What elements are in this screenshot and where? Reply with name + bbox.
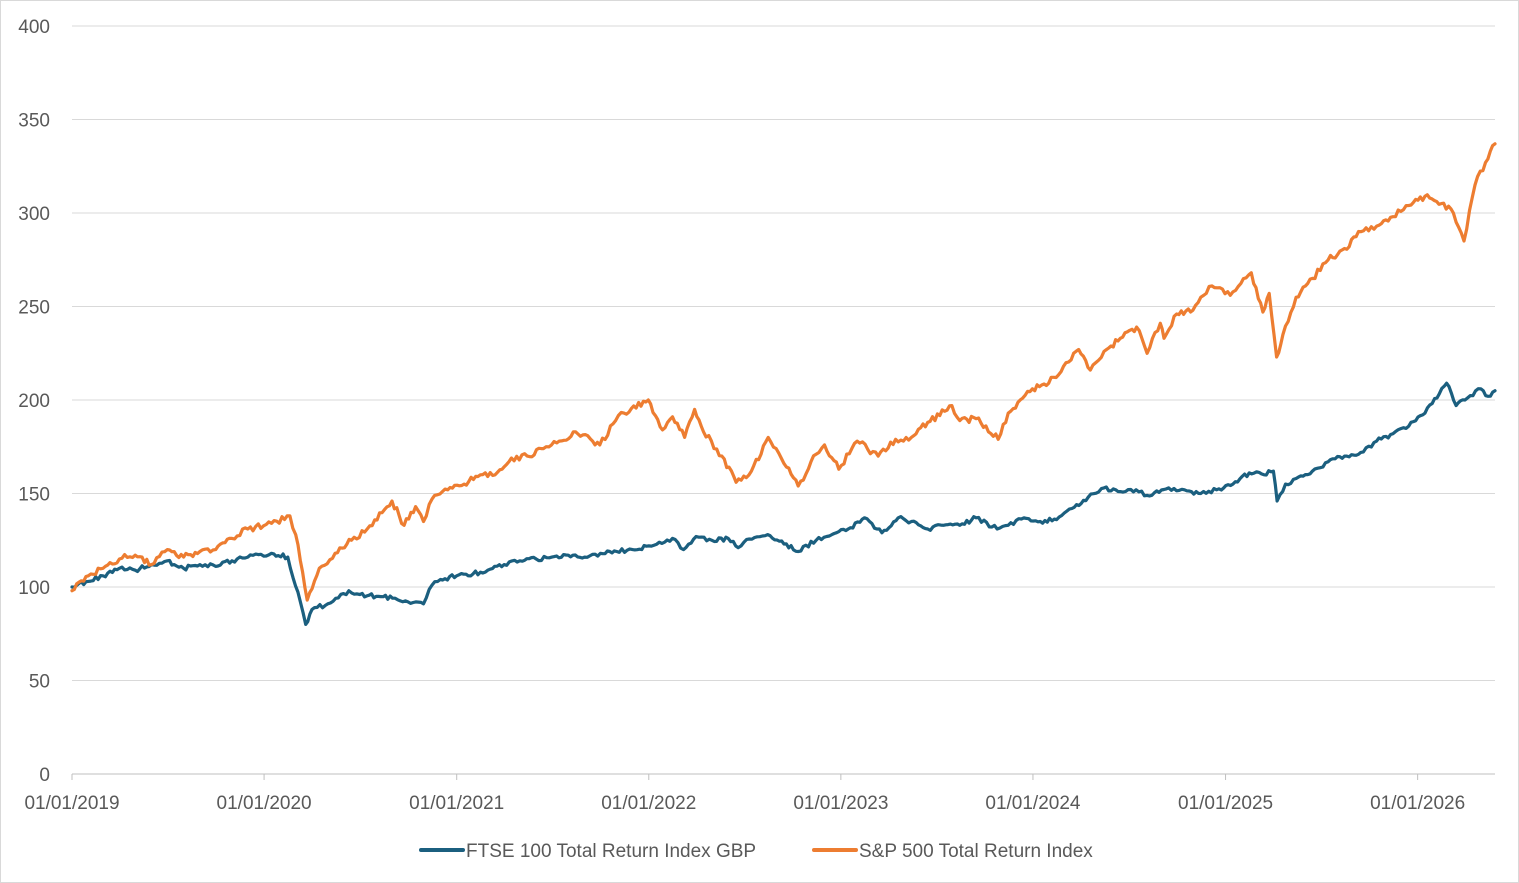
x-tick-label: 01/01/2026 [1370,793,1465,814]
x-tick-label: 01/01/2022 [601,793,696,814]
legend-item-sp500: S&P 500 Total Return Index [812,841,1093,862]
series-line-sp500 [70,142,1497,602]
y-axis: 0 50 100 150 200 250 300 350 400 [18,17,50,786]
series-line-ftse [70,381,1497,626]
y-tick-label: 300 [18,204,50,225]
y-tick-label: 50 [29,672,50,693]
x-axis: 01/01/2019 01/01/2020 01/01/2021 01/01/2022… [24,773,1495,814]
y-tick-label: 100 [18,578,50,599]
legend-label-sp500: S&P 500 Total Return Index [859,841,1093,862]
x-tick-label: 01/01/2020 [217,793,312,814]
x-tick-label: 01/01/2019 [24,793,119,814]
legend-item-ftse: FTSE 100 Total Return Index GBP [419,841,756,862]
y-tick-label: 150 [18,485,50,506]
y-tick-label: 200 [18,391,50,412]
x-tick-label: 01/01/2025 [1178,793,1273,814]
y-tick-label: 0 [39,765,50,786]
x-tick-label: 01/01/2023 [793,793,888,814]
x-tick-label: 01/01/2021 [409,793,504,814]
gridlines [72,25,1495,681]
y-tick-label: 400 [18,17,50,38]
x-tick-label: 01/01/2024 [985,793,1081,814]
y-tick-label: 250 [18,298,50,319]
legend: FTSE 100 Total Return Index GBP S&P 500 … [419,841,1093,862]
legend-label-ftse: FTSE 100 Total Return Index GBP [466,841,756,862]
series-lines [70,142,1497,626]
y-tick-label: 350 [18,111,50,132]
